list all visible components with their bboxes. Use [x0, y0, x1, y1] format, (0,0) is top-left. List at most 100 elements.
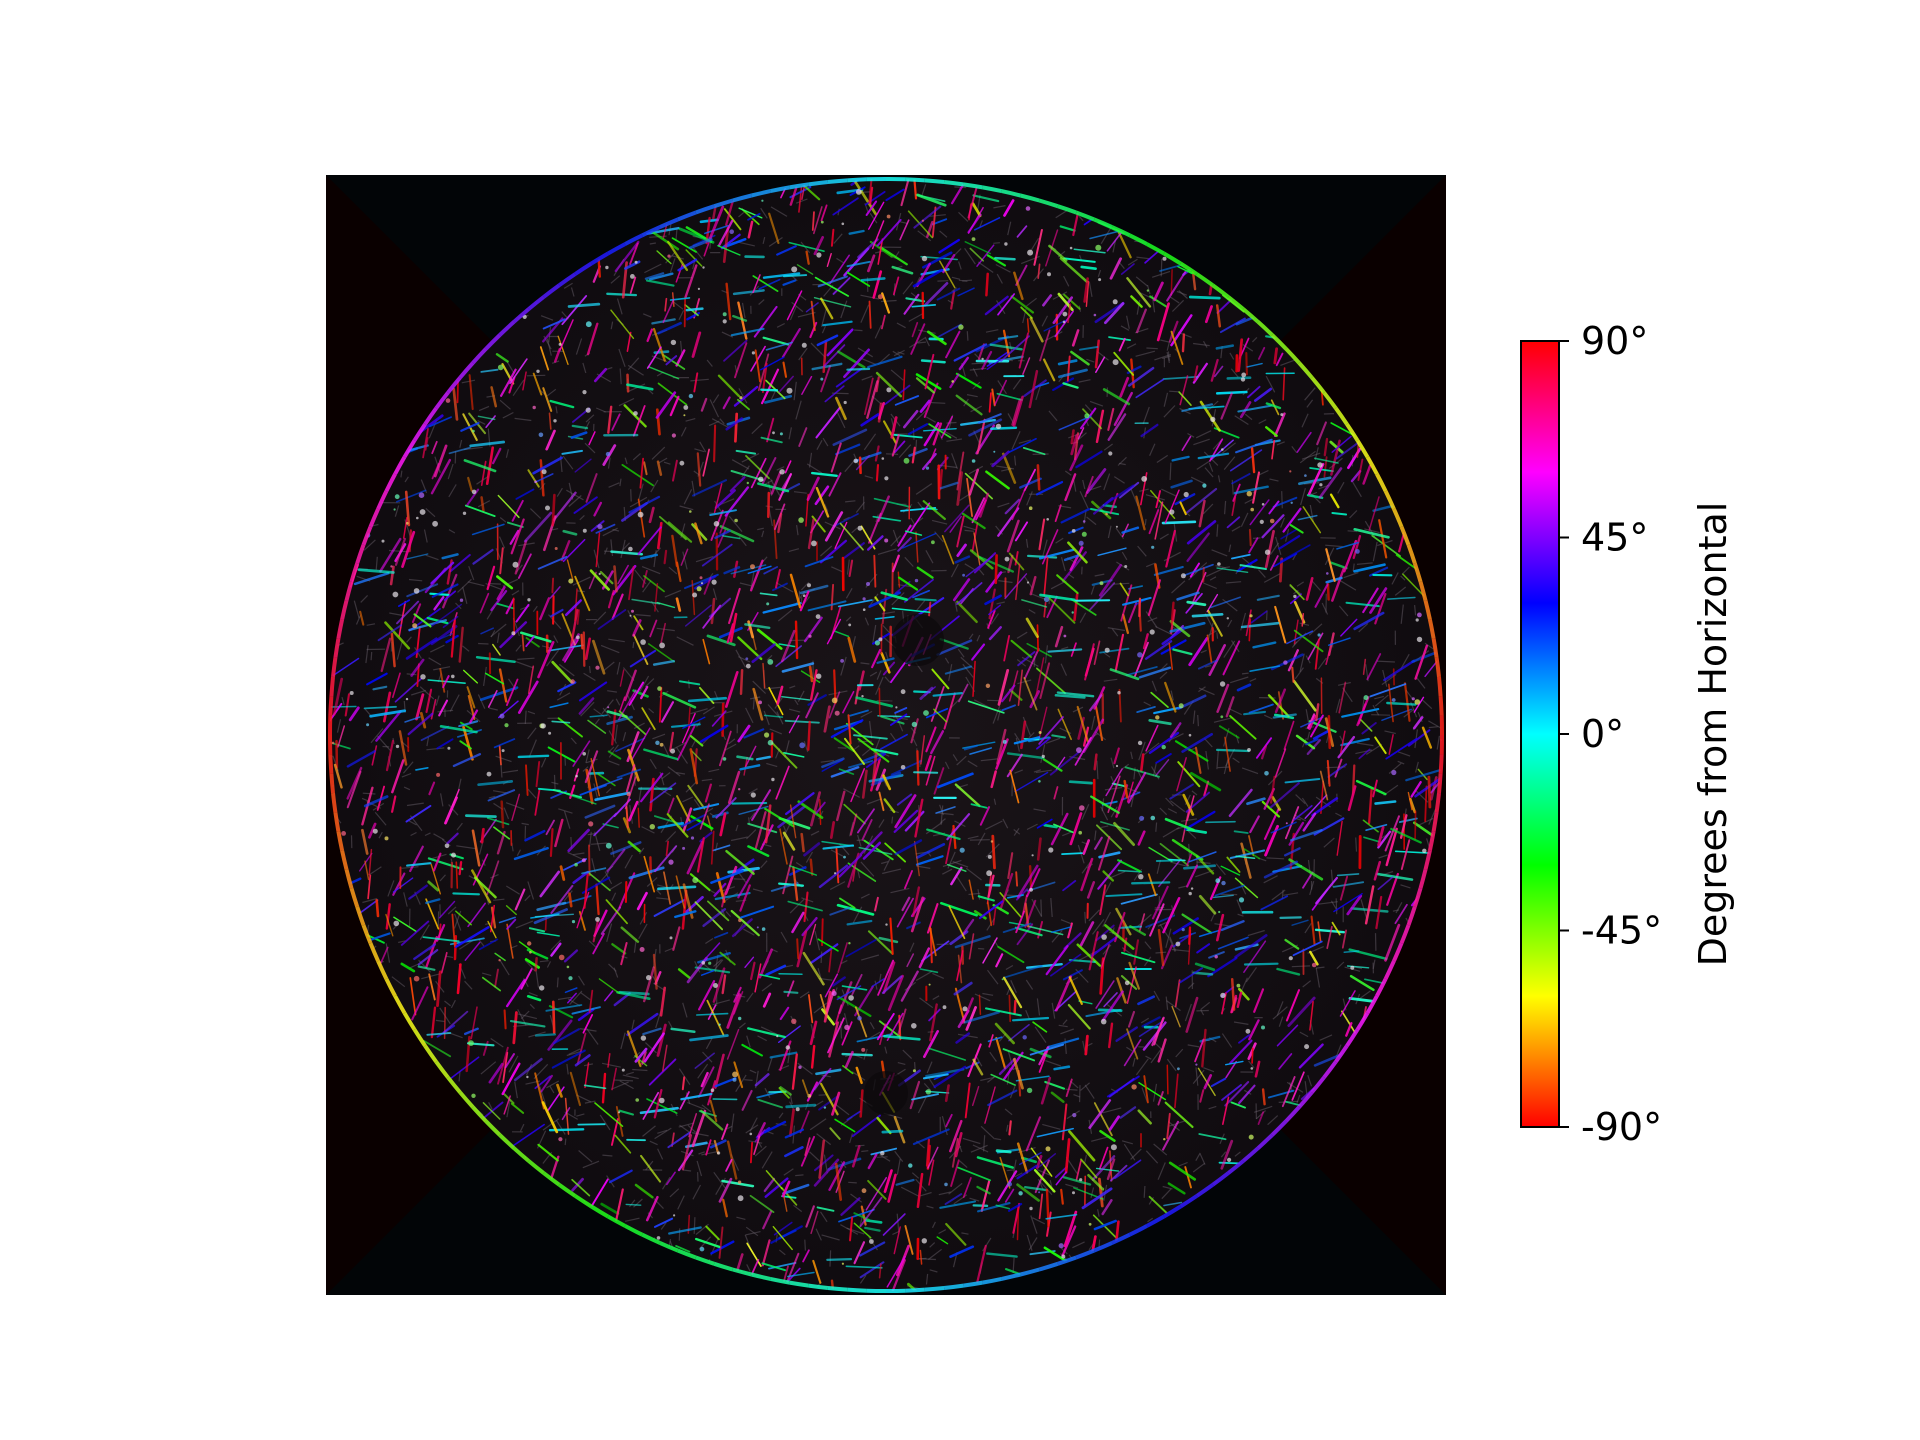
oriented-fiber	[549, 399, 575, 409]
background-fiber	[493, 898, 505, 901]
oriented-fiber	[824, 973, 839, 998]
oriented-fiber	[1300, 716, 1324, 728]
background-fiber	[553, 635, 559, 644]
oriented-fiber	[978, 413, 1002, 424]
background-fiber	[876, 1156, 888, 1158]
oriented-fiber	[1177, 761, 1201, 788]
background-fiber	[1211, 549, 1228, 557]
background-fiber	[769, 728, 783, 735]
speckle	[384, 836, 389, 841]
background-fiber	[568, 1048, 581, 1055]
background-fiber	[570, 287, 575, 297]
oriented-fiber	[1109, 257, 1122, 280]
oriented-fiber	[1326, 759, 1331, 787]
speckle	[381, 539, 385, 543]
background-fiber	[1178, 1161, 1188, 1167]
rim-segment	[376, 960, 389, 980]
oriented-fiber	[1008, 552, 1025, 571]
background-fiber	[1199, 1153, 1206, 1165]
background-fiber	[944, 761, 950, 770]
oriented-fiber	[1338, 681, 1347, 714]
oriented-fiber	[848, 759, 874, 769]
oriented-fiber	[510, 518, 525, 555]
speckle	[942, 1005, 947, 1010]
oriented-fiber	[1336, 541, 1359, 550]
background-fiber	[1084, 404, 1093, 413]
oriented-fiber	[775, 765, 790, 800]
oriented-fiber	[1345, 1022, 1353, 1037]
oriented-fiber	[488, 1062, 504, 1084]
speckle	[1261, 1025, 1265, 1030]
oriented-fiber	[894, 794, 917, 829]
oriented-fiber	[366, 672, 388, 686]
oriented-fiber	[455, 861, 459, 889]
background-fiber	[968, 633, 974, 640]
speckle	[931, 540, 935, 545]
oriented-fiber	[464, 941, 481, 961]
oriented-fiber	[1181, 732, 1213, 753]
background-fiber	[562, 455, 574, 470]
oriented-fiber	[1414, 644, 1429, 680]
background-fiber	[874, 980, 878, 990]
oriented-fiber	[1007, 1202, 1023, 1212]
background-fiber	[1025, 1009, 1031, 1020]
background-fiber	[836, 410, 846, 429]
oriented-fiber	[1016, 864, 1039, 899]
background-fiber	[490, 623, 507, 638]
oriented-fiber	[679, 1091, 690, 1110]
oriented-fiber	[598, 978, 620, 994]
background-fiber	[586, 1027, 599, 1045]
oriented-fiber	[997, 1170, 1018, 1202]
background-fiber	[966, 394, 978, 398]
oriented-fiber	[1054, 504, 1062, 522]
background-fiber	[676, 636, 694, 646]
background-fiber	[843, 516, 850, 521]
speckle	[1061, 1254, 1066, 1259]
background-fiber	[488, 795, 496, 799]
oriented-fiber	[1009, 769, 1020, 804]
oriented-fiber	[689, 1034, 729, 1042]
background-fiber	[610, 275, 621, 284]
background-fiber	[680, 340, 683, 354]
background-fiber	[1222, 566, 1230, 569]
rim-segment	[1146, 1214, 1165, 1228]
oriented-fiber	[1215, 748, 1250, 753]
oriented-fiber	[1030, 1147, 1053, 1177]
oriented-fiber	[1057, 359, 1078, 366]
oriented-fiber	[511, 499, 524, 522]
oriented-fiber	[1209, 438, 1224, 462]
background-fiber	[556, 692, 571, 701]
background-fiber	[690, 708, 708, 715]
speckle	[923, 710, 929, 716]
oriented-fiber	[1302, 812, 1317, 832]
background-fiber	[941, 1115, 948, 1136]
background-fiber	[912, 428, 915, 440]
oriented-fiber	[1235, 316, 1255, 326]
rim-segment	[1093, 217, 1113, 229]
oriented-fiber	[928, 423, 952, 439]
background-fiber	[462, 586, 468, 605]
oriented-fiber	[486, 817, 510, 826]
oriented-fiber	[865, 1176, 888, 1211]
background-fiber	[1323, 837, 1335, 848]
background-fiber	[478, 405, 490, 412]
oriented-fiber	[567, 992, 577, 1004]
oriented-fiber	[658, 515, 687, 541]
oriented-fiber	[1108, 1115, 1120, 1131]
oriented-fiber	[737, 869, 755, 899]
oriented-fiber	[768, 212, 780, 244]
oriented-fiber	[1091, 1155, 1116, 1181]
oriented-fiber	[1059, 257, 1088, 283]
background-fiber	[860, 294, 880, 300]
oriented-fiber	[726, 1028, 740, 1060]
oriented-fiber	[513, 846, 549, 861]
background-fiber	[971, 362, 986, 365]
speckle	[1241, 372, 1247, 378]
background-fiber	[745, 707, 754, 724]
oriented-fiber	[1412, 716, 1424, 730]
background-fiber	[611, 892, 617, 901]
background-fiber	[610, 1081, 629, 1090]
oriented-fiber	[1161, 520, 1197, 525]
oriented-fiber	[458, 626, 464, 663]
oriented-fiber	[1233, 485, 1269, 495]
